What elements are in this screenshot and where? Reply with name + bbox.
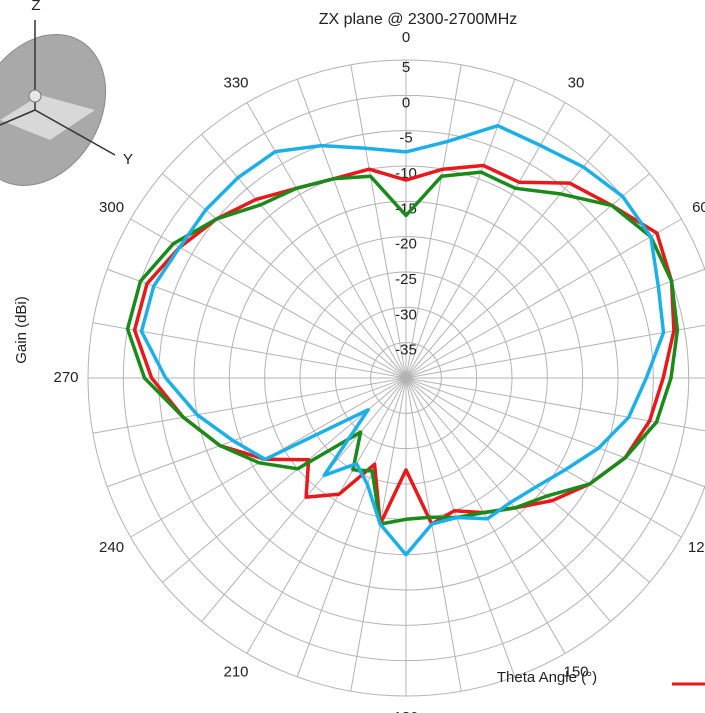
spoke xyxy=(92,377,407,434)
series-line xyxy=(139,123,666,557)
theta-tick-label: 150 xyxy=(563,663,588,680)
spoke xyxy=(201,377,407,622)
theta-tick-label: 30 xyxy=(568,75,585,92)
theta-tick-label: 180 xyxy=(393,709,418,713)
theta-tick-label: 0 xyxy=(402,29,410,46)
spoke xyxy=(201,134,407,379)
grid-ring xyxy=(299,271,513,485)
theta-tick-label: 210 xyxy=(223,663,248,680)
r-tick-label: -5 xyxy=(399,130,412,147)
spoke xyxy=(405,324,705,379)
r-tick-label: -15 xyxy=(395,200,417,217)
r-tick-label: 5 xyxy=(402,59,410,76)
inset-antenna xyxy=(28,89,42,103)
spoke xyxy=(405,377,650,583)
spoke xyxy=(107,377,407,488)
x-axis-label: Theta Angle (°) xyxy=(497,669,597,686)
spoke xyxy=(405,218,682,379)
spoke xyxy=(246,377,407,654)
theta-tick-label: 330 xyxy=(223,75,248,92)
spoke xyxy=(296,79,407,379)
spoke xyxy=(350,64,407,379)
grid-ring xyxy=(87,59,705,697)
spoke xyxy=(162,173,407,379)
theta-tick-label: 120 xyxy=(688,539,705,556)
spoke xyxy=(246,102,407,379)
r-tick-label: -35 xyxy=(395,342,417,359)
theta-tick-label: 240 xyxy=(99,539,124,556)
theta-tick-label: 300 xyxy=(99,199,124,216)
spoke xyxy=(107,268,407,379)
spoke xyxy=(405,79,516,379)
grid-ring xyxy=(370,342,442,414)
inset-x-axis xyxy=(0,109,36,126)
spoke xyxy=(405,173,650,379)
spoke xyxy=(405,102,566,379)
spoke xyxy=(405,268,705,379)
spoke xyxy=(405,64,462,379)
spoke xyxy=(405,377,705,488)
r-tick-label: -25 xyxy=(395,271,417,288)
spoke xyxy=(92,322,407,379)
grid-ring xyxy=(334,306,478,450)
r-tick-label: -20 xyxy=(395,236,417,253)
spoke xyxy=(405,377,611,622)
spoke xyxy=(405,377,462,692)
chart-title: ZX plane @ 2300-2700MHz xyxy=(319,11,518,28)
inset-label: Z xyxy=(31,0,40,14)
theta-tick-label: 270 xyxy=(53,369,78,386)
r-tick-label: -30 xyxy=(395,306,417,323)
r-tick-label: 0 xyxy=(402,94,410,111)
spoke xyxy=(296,377,407,677)
y-axis-label: Gain (dBi) xyxy=(13,296,30,364)
spoke xyxy=(405,377,705,432)
spoke xyxy=(405,377,566,654)
grid-ring xyxy=(193,165,619,591)
spoke xyxy=(130,218,407,379)
grid-ring xyxy=(158,130,654,626)
inset-icon: Z Y xyxy=(0,0,133,186)
spoke xyxy=(405,134,611,379)
spoke xyxy=(350,377,407,692)
inset-label: Y xyxy=(123,151,133,168)
spoke xyxy=(405,377,682,538)
grid-ring xyxy=(122,94,690,662)
theta-tick-label: 60 xyxy=(692,199,705,216)
spoke xyxy=(405,377,516,677)
inset-y-axis xyxy=(34,109,116,156)
